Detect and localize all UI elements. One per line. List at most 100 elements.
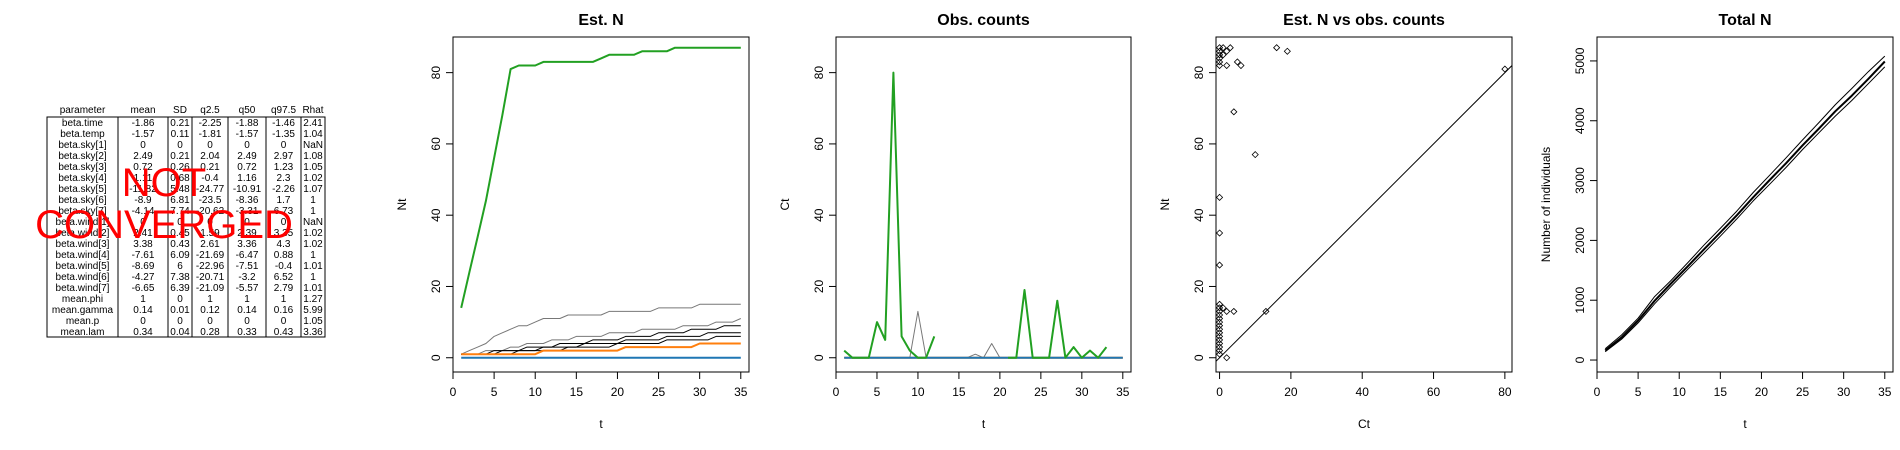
y-tick-label: 80	[1192, 66, 1206, 80]
series-line-gray-1	[460, 303, 741, 355]
table-cell: NaN	[303, 217, 323, 228]
y-tick-label: 20	[429, 279, 443, 293]
table-cell: -6.65	[132, 283, 155, 294]
series-line-black-2	[1604, 66, 1886, 353]
scatter-point	[1233, 58, 1241, 66]
table-cell: 0.01	[170, 305, 190, 316]
table-cell: 2.04	[200, 151, 220, 162]
table-cell: -4.14	[132, 206, 155, 217]
table-cell: 1.04	[303, 129, 323, 140]
table-cell: 0.21	[200, 162, 220, 173]
table-cell: -1.57	[236, 129, 259, 140]
table-cell: 6.09	[170, 250, 190, 261]
y-tick-label: 40	[1192, 208, 1206, 222]
y-tick-label: 0	[1573, 356, 1587, 363]
y-axis-label: Nt	[395, 198, 409, 211]
x-axis-label: t	[1743, 417, 1747, 431]
series-line-black-0	[1604, 55, 1886, 350]
table-cell: 3.35	[274, 228, 294, 239]
table-row: beta.sky[6] -8.9 6.81 -23.5 -8.36 1.7 1	[58, 195, 316, 206]
table-cell: 0	[140, 140, 146, 151]
series-line-gray-2	[461, 318, 742, 355]
y-tick-label: 20	[812, 279, 826, 293]
table-cell: 6.81	[170, 195, 190, 206]
table-cell: 0.43	[170, 239, 190, 250]
table-cell: 1.02	[303, 228, 323, 239]
table-cell: 0	[281, 140, 287, 151]
table-cell: beta.sky[4]	[58, 173, 107, 184]
table-cell: 1.05	[303, 316, 323, 327]
table-cell: 1	[310, 272, 316, 283]
table-cell: 2.61	[200, 239, 220, 250]
x-tick-label: 0	[833, 385, 840, 399]
table-cell: 0.68	[170, 173, 190, 184]
table-cell: 1.59	[200, 228, 220, 239]
table-cell: 0	[207, 316, 213, 327]
x-tick-label: 35	[1878, 385, 1892, 399]
table-cell: beta.sky[2]	[58, 151, 107, 162]
table-cell: 2.39	[237, 228, 257, 239]
y-tick-label: 0	[1192, 354, 1206, 361]
x-tick-label: 0	[450, 385, 457, 399]
scatter-point	[1216, 343, 1224, 351]
summary-table: parameter mean SD q2.5 q50 q97.5 Rhat beta.time…	[46, 105, 326, 338]
x-tick-label: 0	[1594, 385, 1601, 399]
y-tick-label: 1000	[1573, 287, 1587, 314]
table-cell: 1	[140, 294, 146, 305]
scatter-point	[1262, 307, 1270, 315]
table-cell: NaN	[303, 140, 323, 151]
table-cell: -4.27	[132, 272, 155, 283]
series-line-green-0	[460, 46, 741, 309]
table-header-cell: parameter	[60, 105, 106, 116]
table-cell: 1	[310, 250, 316, 261]
table-cell: -1.57	[132, 129, 155, 140]
table-header-cell: Rhat	[302, 105, 323, 116]
table-row: beta.wind[1] 0 0 0 0 0 NaN	[56, 217, 323, 228]
table-cell: beta.wind[1]	[56, 217, 110, 228]
table-cell: 1	[207, 294, 213, 305]
table-cell: mean.lam	[61, 327, 105, 338]
table-cell: -21.09	[196, 283, 225, 294]
table-cell: -23.5	[199, 195, 222, 206]
x-tick-label: 80	[1498, 385, 1512, 399]
table-cell: 1.05	[303, 162, 323, 173]
table-cell: -1.35	[272, 129, 295, 140]
table-cell: -1.88	[236, 118, 259, 129]
x-tick-label: 5	[874, 385, 881, 399]
table-row: beta.wind[5] -8.69 6 -22.96 -7.51 -0.4 1.01	[56, 261, 324, 272]
table-cell: -22.96	[196, 261, 225, 272]
table-cell: 0	[177, 140, 183, 151]
series-line-green-3	[843, 71, 1108, 359]
table-cell: mean.p	[66, 316, 100, 327]
table-cell: 0.11	[171, 129, 190, 140]
y-tick-label: 0	[812, 354, 826, 361]
plot-data	[843, 71, 1123, 359]
table-cell: 1.27	[303, 294, 323, 305]
table-row: beta.wind[3] 3.38 0.43 2.61 3.36 4.3 1.02	[56, 239, 324, 250]
scatter-point	[1219, 44, 1227, 52]
table-cell: -5.57	[236, 283, 259, 294]
table-cell: 5.99	[303, 305, 323, 316]
table-cell: 6.52	[274, 272, 294, 283]
y-tick-label: 40	[429, 208, 443, 222]
scatter-point	[1216, 350, 1224, 358]
table-cell: -20.62	[196, 206, 225, 217]
table-cell: -8.9	[134, 195, 152, 206]
y-axis-label: Ct	[778, 198, 792, 211]
table-header-cell: q2.5	[200, 105, 220, 116]
scatter-point	[1283, 47, 1291, 55]
table-cell: 0.72	[237, 162, 257, 173]
table-cell: 0	[281, 316, 287, 327]
table-cell: -24.77	[196, 184, 225, 195]
scatter-point	[1216, 322, 1224, 330]
chart-title: Est. N	[578, 12, 623, 29]
table-cell: 3.36	[237, 239, 257, 250]
table-cell: -11.82	[129, 184, 157, 195]
scatter-point	[1216, 329, 1224, 337]
table-row: beta.wind[7] -6.65 6.39 -21.09 -5.57 2.79 1.01	[56, 283, 324, 294]
table-cell: -6.47	[236, 250, 259, 261]
table-cell: 0	[207, 140, 213, 151]
table-cell: 1.02	[303, 173, 323, 184]
scatter-point	[1216, 300, 1224, 308]
table-cell: mean.gamma	[52, 305, 114, 316]
